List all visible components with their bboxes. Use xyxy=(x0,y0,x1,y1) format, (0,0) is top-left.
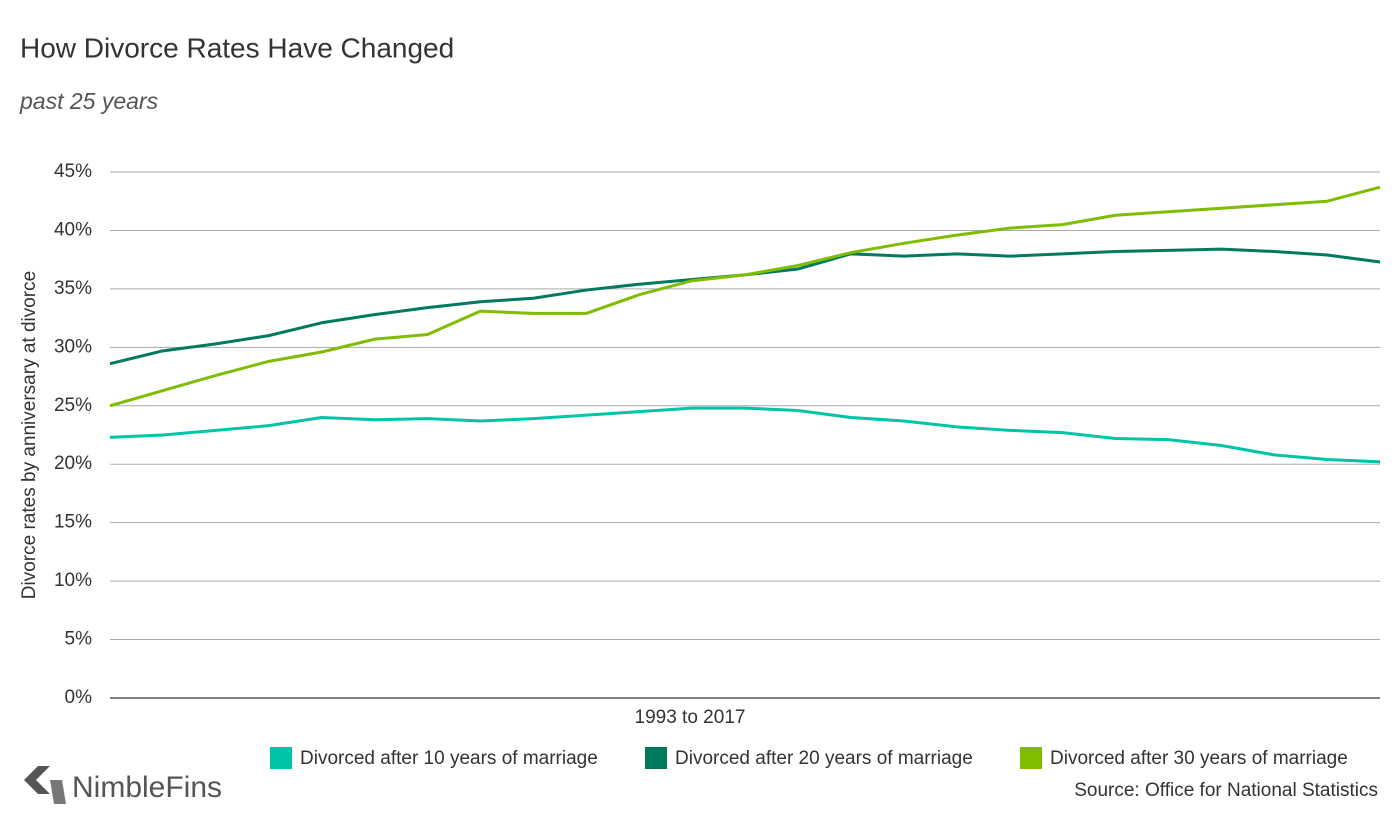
source-note: Source: Office for National Statistics xyxy=(1074,780,1378,801)
brand-name: NimbleFins xyxy=(72,771,222,804)
x-axis-label: 1993 to 2017 xyxy=(635,707,746,728)
logo-chevron-tail xyxy=(50,780,66,804)
legend-label: Divorced after 10 years of marriage xyxy=(300,748,598,769)
legend-label: Divorced after 20 years of marriage xyxy=(675,748,973,769)
logo-chevron xyxy=(24,766,50,794)
legend-swatch xyxy=(1020,747,1042,769)
legend-label: Divorced after 30 years of marriage xyxy=(1050,748,1348,769)
y-tick-label: 40% xyxy=(54,219,92,240)
data-line xyxy=(109,247,1381,366)
y-tick-label: 10% xyxy=(54,570,92,591)
y-tick-label: 0% xyxy=(65,687,93,708)
y-axis-label: Divorce rates by anniversary at divorce xyxy=(19,271,40,599)
brand-logo: NimbleFins xyxy=(24,766,222,804)
legend-swatch xyxy=(270,747,292,769)
y-tick-label: 5% xyxy=(65,629,93,650)
y-tick-label: 20% xyxy=(54,453,92,474)
y-tick-label: 25% xyxy=(54,395,92,416)
chart-title: How Divorce Rates Have Changed xyxy=(20,32,454,63)
data-line xyxy=(109,185,1381,408)
chart-subtitle: past 25 years xyxy=(19,88,159,114)
legend-swatch xyxy=(645,747,667,769)
y-tick-label: 45% xyxy=(54,161,92,182)
y-tick-label: 30% xyxy=(54,336,92,357)
y-tick-label: 15% xyxy=(54,512,92,533)
data-line xyxy=(109,406,1381,464)
y-tick-label: 35% xyxy=(54,278,92,299)
